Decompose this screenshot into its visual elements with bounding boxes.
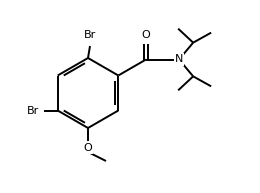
Text: O: O <box>142 30 150 40</box>
Text: O: O <box>84 143 92 153</box>
Text: Br: Br <box>84 30 96 40</box>
Text: N: N <box>175 54 183 64</box>
Text: Br: Br <box>27 106 39 115</box>
